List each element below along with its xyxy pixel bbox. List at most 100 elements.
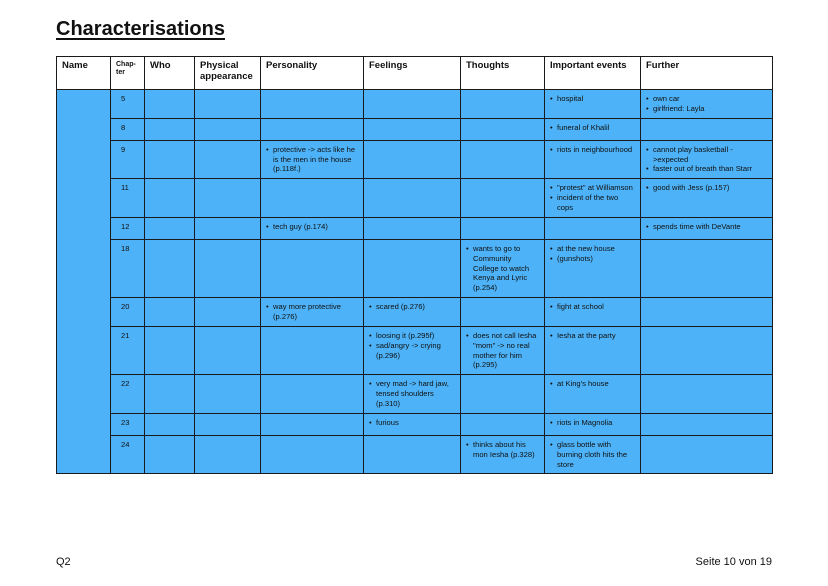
physical-cell bbox=[194, 89, 261, 119]
bullet-list: good with Jess (p.157) bbox=[646, 183, 767, 193]
bullet-item: at the new house bbox=[550, 244, 635, 254]
bullet-item: wants to go to Community College to watc… bbox=[466, 244, 539, 293]
physical-cell bbox=[194, 374, 261, 414]
events-cell: Iesha at the party bbox=[544, 325, 641, 376]
bullet-item: does not call Iesha "mom" -> no real mot… bbox=[466, 331, 539, 370]
who-cell bbox=[144, 297, 195, 327]
personality-cell: tech guy (p.174) bbox=[260, 216, 364, 240]
chapter-cell: 22 bbox=[110, 374, 145, 414]
chapter-cell: 11 bbox=[110, 178, 145, 218]
thoughts-cell bbox=[460, 117, 545, 141]
physical-cell bbox=[194, 178, 261, 218]
table-row: 18 wants to go to Community College to wa… bbox=[57, 238, 773, 299]
table-row: 22 very mad -> hard jaw, tensed shoulders… bbox=[57, 374, 773, 414]
events-cell: glass bottle with burning cloth hits the… bbox=[544, 434, 641, 475]
table-row: 11 "protest" at Williamsonincident of the… bbox=[57, 178, 773, 218]
col-events: Important events bbox=[544, 56, 641, 90]
col-further: Further bbox=[640, 56, 773, 90]
thoughts-cell bbox=[460, 178, 545, 218]
table-row: 12 tech guy (p.174) spends time with DeVan… bbox=[57, 216, 773, 240]
bullet-item: riots in neighbourhood bbox=[550, 145, 635, 155]
personality-cell bbox=[260, 374, 364, 414]
bullet-list: protective -> acts like he is the men in… bbox=[266, 145, 358, 175]
bullet-item: thinks about his mon Iesha (p.328) bbox=[466, 440, 539, 460]
table-row: 9 protective -> acts like he is the men i… bbox=[57, 139, 773, 180]
who-cell bbox=[144, 89, 195, 119]
bullet-list: loosing it (p.295f)sad/angry -> crying (… bbox=[369, 331, 455, 361]
bullet-list: very mad -> hard jaw, tensed shoulders (… bbox=[369, 379, 455, 409]
events-cell: fight at school bbox=[544, 297, 641, 327]
bullet-list: funeral of Khalil bbox=[550, 123, 635, 133]
feelings-cell: furious bbox=[363, 412, 461, 436]
bullet-item: good with Jess (p.157) bbox=[646, 183, 767, 193]
bullet-list: scared (p.276) bbox=[369, 302, 455, 312]
name-cell bbox=[56, 88, 111, 475]
feelings-cell bbox=[363, 117, 461, 141]
table-row: 5 hospital own cargirlfriend: Layla bbox=[56, 88, 773, 475]
col-chapter: Chap- ter bbox=[110, 56, 145, 90]
further-cell bbox=[640, 325, 773, 376]
bullet-item: funeral of Khalil bbox=[550, 123, 635, 133]
chapter-cell: 12 bbox=[110, 216, 145, 240]
personality-cell bbox=[260, 117, 364, 141]
footer-left: Q2 bbox=[56, 556, 71, 568]
table-row: 24 thinks about his mon Iesha (p.328) glas… bbox=[57, 434, 773, 475]
events-cell: at King's house bbox=[544, 374, 641, 414]
col-name: Name bbox=[56, 56, 111, 90]
personality-cell: protective -> acts like he is the men in… bbox=[260, 139, 364, 180]
table-row: 23 furious riots in Magnolia bbox=[57, 412, 773, 436]
bullet-list: tech guy (p.174) bbox=[266, 222, 358, 232]
further-cell: good with Jess (p.157) bbox=[640, 178, 773, 218]
thoughts-cell bbox=[460, 139, 545, 180]
chapter-cell: 8 bbox=[110, 117, 145, 141]
physical-cell bbox=[194, 412, 261, 436]
physical-cell bbox=[194, 216, 261, 240]
bullet-item: girlfriend: Layla bbox=[646, 104, 767, 114]
thoughts-cell bbox=[460, 216, 545, 240]
personality-cell bbox=[260, 412, 364, 436]
events-cell: riots in neighbourhood bbox=[544, 139, 641, 180]
who-cell bbox=[144, 325, 195, 376]
further-cell: own cargirlfriend: Layla bbox=[640, 89, 773, 119]
chapter-cell: 5 bbox=[110, 89, 145, 119]
thoughts-cell bbox=[460, 297, 545, 327]
page-number: Seite 10 von 19 bbox=[695, 556, 772, 568]
header-row: Name Chap- ter Who Physical appearance P… bbox=[56, 56, 773, 90]
chapter-cell: 20 bbox=[110, 297, 145, 327]
bullet-list: glass bottle with burning cloth hits the… bbox=[550, 440, 635, 470]
table-row: 8 funeral of Khalil bbox=[57, 117, 773, 141]
who-cell bbox=[144, 238, 195, 299]
further-cell bbox=[640, 297, 773, 327]
bullet-list: wants to go to Community College to watc… bbox=[466, 244, 539, 293]
further-cell bbox=[640, 374, 773, 414]
thoughts-cell: does not call Iesha "mom" -> no real mot… bbox=[460, 325, 545, 376]
col-thoughts: Thoughts bbox=[460, 56, 545, 90]
who-cell bbox=[144, 216, 195, 240]
chapter-cell: 24 bbox=[110, 434, 145, 475]
physical-cell bbox=[194, 325, 261, 376]
further-cell: cannot play basketball ->expectedfaster … bbox=[640, 139, 773, 180]
bullet-item: loosing it (p.295f) bbox=[369, 331, 455, 341]
chapter-cell: 23 bbox=[110, 412, 145, 436]
personality-cell bbox=[260, 238, 364, 299]
thoughts-cell bbox=[460, 89, 545, 119]
bullet-item: way more protective (p.276) bbox=[266, 302, 358, 322]
feelings-cell bbox=[363, 139, 461, 180]
personality-cell bbox=[260, 178, 364, 218]
events-cell: at the new house(gunshots) bbox=[544, 238, 641, 299]
table-row: 20 way more protective (p.276) scared (p.2… bbox=[57, 297, 773, 327]
col-personality: Personality bbox=[260, 56, 364, 90]
bullet-list: cannot play basketball ->expectedfaster … bbox=[646, 145, 767, 175]
further-cell bbox=[640, 434, 773, 475]
bullet-item: incident of the two cops bbox=[550, 193, 635, 213]
bullet-item: (gunshots) bbox=[550, 254, 635, 264]
further-cell bbox=[640, 412, 773, 436]
bullet-item: "protest" at Williamson bbox=[550, 183, 635, 193]
bullet-item: cannot play basketball ->expected bbox=[646, 145, 767, 165]
bullet-list: "protest" at Williamsonincident of the t… bbox=[550, 183, 635, 213]
bullet-item: own car bbox=[646, 94, 767, 104]
who-cell bbox=[144, 139, 195, 180]
bullet-list: at the new house(gunshots) bbox=[550, 244, 635, 264]
feelings-cell bbox=[363, 216, 461, 240]
col-physical: Physical appearance bbox=[194, 56, 261, 90]
